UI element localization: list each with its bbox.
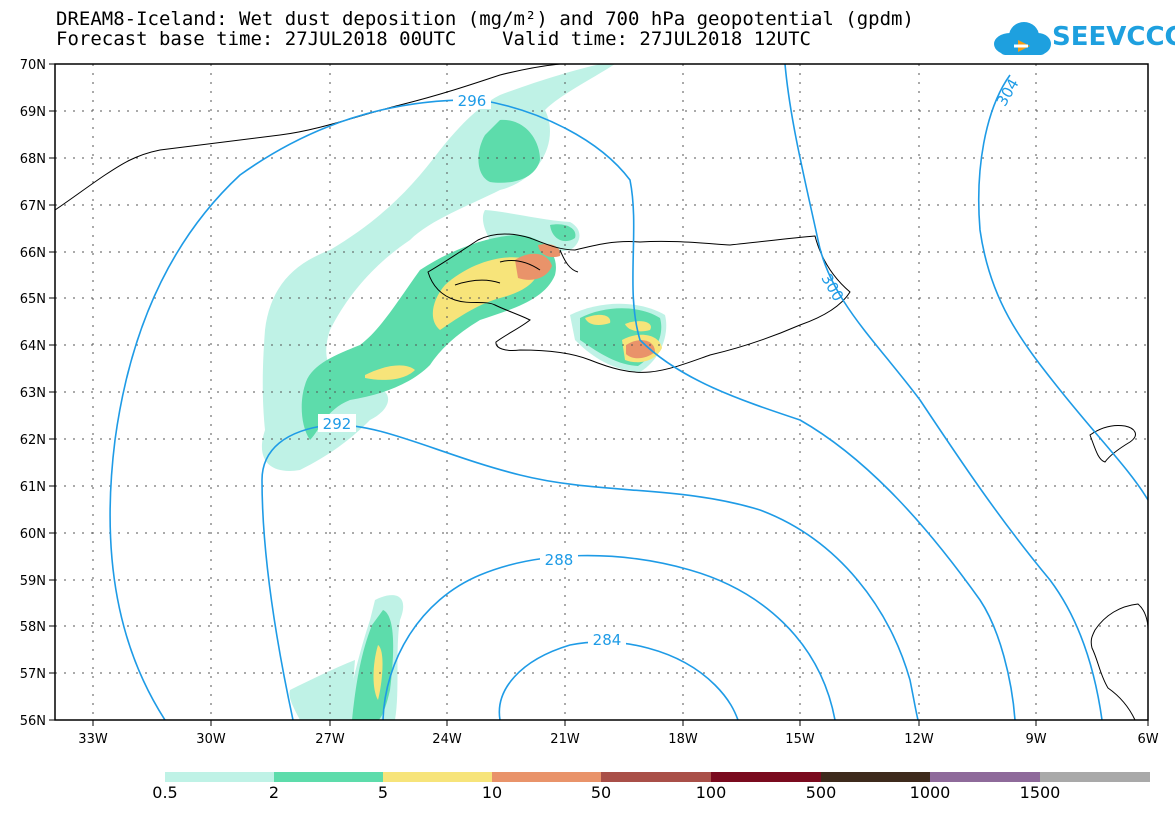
lat-label: 67N bbox=[20, 199, 46, 214]
colorbar-swatch bbox=[821, 772, 930, 782]
contour-296 bbox=[109, 99, 1016, 720]
colorbar-label: 5 bbox=[377, 783, 389, 802]
lon-label: 27W bbox=[315, 732, 345, 747]
lat-label: 69N bbox=[20, 105, 46, 120]
lon-label: 9W bbox=[1025, 732, 1046, 747]
lat-label: 64N bbox=[20, 339, 46, 354]
colorbar-label: 2 bbox=[268, 783, 280, 802]
colorbar-label: 1500 bbox=[1019, 783, 1061, 802]
deposition-region-yellow bbox=[373, 645, 383, 700]
lat-label: 61N bbox=[20, 480, 46, 495]
lon-label: 18W bbox=[668, 732, 698, 747]
lon-label: 33W bbox=[78, 732, 108, 747]
deposition-region-green bbox=[478, 119, 540, 183]
colorbar-label: 0.5 bbox=[152, 783, 178, 802]
colorbar-swatch bbox=[1040, 772, 1150, 782]
deposition-region-light bbox=[289, 660, 355, 720]
contour-labels: 296 292 288 284 300 304 bbox=[318, 76, 1023, 649]
lat-label: 56N bbox=[20, 714, 46, 729]
colorbar-swatch bbox=[711, 772, 821, 782]
axis-ticks bbox=[49, 63, 1149, 726]
contour-292 bbox=[261, 424, 919, 720]
coastlines bbox=[55, 64, 1148, 720]
map-subtitle: Forecast base time: 27JUL2018 00UTC Vali… bbox=[56, 28, 811, 50]
contour-288 bbox=[382, 554, 836, 720]
lat-label: 65N bbox=[20, 292, 46, 307]
iceland-coast bbox=[427, 233, 851, 373]
lat-label: 70N bbox=[20, 58, 46, 73]
deposition-region-yellow bbox=[625, 321, 651, 332]
contour-label-296: 296 bbox=[458, 92, 487, 110]
logo-text: SEEVCCC bbox=[1052, 22, 1175, 52]
contour-label-292: 292 bbox=[323, 415, 352, 433]
map-title: DREAM8-Iceland: Wet dust deposition (mg/… bbox=[56, 8, 914, 30]
longitude-labels: 33W 30W 27W 24W 21W 18W 15W 12W 9W 6W bbox=[78, 732, 1158, 747]
lon-label: 21W bbox=[550, 732, 580, 747]
lon-label: 24W bbox=[432, 732, 462, 747]
colorbar-swatch bbox=[930, 772, 1040, 782]
lat-label: 68N bbox=[20, 152, 46, 167]
colorbar-swatch bbox=[492, 772, 601, 782]
iceland-fjord bbox=[559, 249, 579, 273]
colorbar-swatch bbox=[383, 772, 492, 782]
lat-label: 60N bbox=[20, 527, 46, 542]
lat-label: 62N bbox=[20, 433, 46, 448]
colorbar-label: 50 bbox=[590, 783, 612, 802]
deposition-region-orange bbox=[626, 340, 655, 359]
colorbar-label: 100 bbox=[695, 783, 727, 802]
faroe-coast bbox=[1089, 425, 1136, 463]
colorbar-label: 1000 bbox=[909, 783, 951, 802]
contour-304 bbox=[977, 74, 1148, 501]
deposition-region-yellow bbox=[585, 314, 611, 326]
lat-label: 66N bbox=[20, 246, 46, 261]
lon-label: 12W bbox=[904, 732, 934, 747]
cloud-icon bbox=[994, 22, 1051, 55]
deposition-region-orange bbox=[515, 253, 552, 280]
colorbar bbox=[165, 772, 1150, 782]
deposition-region-green bbox=[550, 224, 576, 242]
contour-label-288: 288 bbox=[545, 551, 574, 569]
lon-label: 30W bbox=[196, 732, 226, 747]
contour-300 bbox=[784, 64, 1103, 720]
iceland-fjord bbox=[499, 259, 541, 271]
colorbar-swatch bbox=[274, 772, 383, 782]
seevccc-logo: SEEVCCC bbox=[990, 16, 1175, 60]
latitude-labels: 70N 69N 68N 67N 66N 65N 64N 63N 62N 61N … bbox=[20, 58, 46, 729]
colorbar-label: 500 bbox=[805, 783, 837, 802]
deposition-region-green bbox=[352, 610, 394, 720]
greenland-coast bbox=[55, 64, 561, 211]
contour-label-284: 284 bbox=[593, 631, 622, 649]
iceland-fjord bbox=[454, 279, 501, 286]
lon-label: 15W bbox=[785, 732, 815, 747]
geopotential-contours bbox=[109, 64, 1148, 720]
scotland-coast bbox=[1090, 603, 1148, 720]
lat-label: 57N bbox=[20, 667, 46, 682]
lon-label: 6W bbox=[1137, 732, 1158, 747]
colorbar-label: 10 bbox=[481, 783, 503, 802]
colorbar-swatch bbox=[601, 772, 711, 782]
lat-label: 59N bbox=[20, 574, 46, 589]
deposition-region-yellow bbox=[432, 257, 538, 330]
lat-label: 63N bbox=[20, 386, 46, 401]
deposition-region-yellow bbox=[365, 365, 415, 380]
colorbar-swatch bbox=[165, 772, 274, 782]
lat-label: 58N bbox=[20, 620, 46, 635]
